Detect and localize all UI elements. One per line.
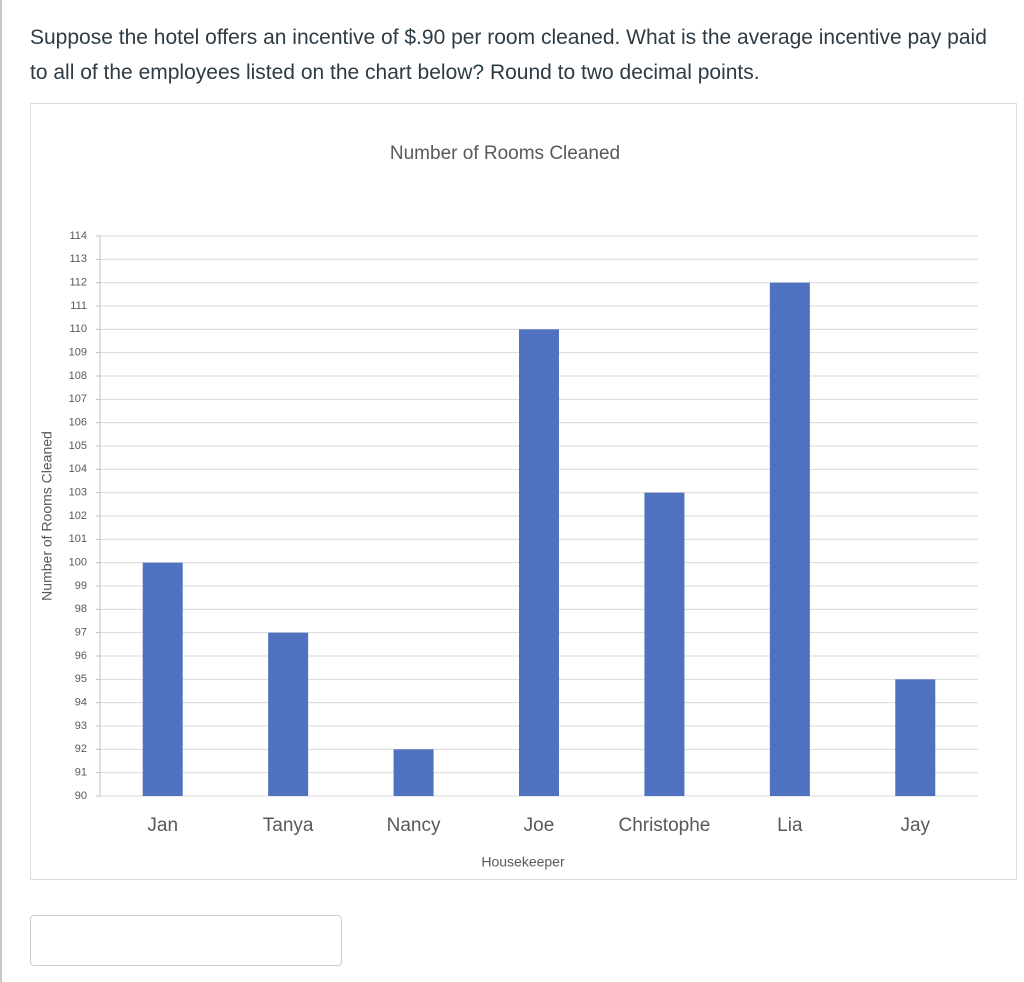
x-tick-label: Christophe	[618, 815, 710, 836]
x-tick-label: Jan	[147, 815, 178, 836]
x-tick-label: Nancy	[387, 815, 441, 836]
x-tick-label: Joe	[524, 815, 555, 836]
y-tick-label: 106	[69, 417, 87, 429]
y-tick-label: 90	[75, 790, 87, 802]
y-tick-label: 111	[70, 300, 87, 312]
x-axis-label: Housekeeper	[481, 854, 565, 870]
chart-container: Number of Rooms Cleaned Housekeeper Numb…	[30, 103, 1017, 880]
y-tick-label: 91	[75, 767, 87, 779]
chart-title: Number of Rooms Cleaned	[390, 143, 620, 164]
question-text: Suppose the hotel offers an incentive of…	[30, 26, 987, 84]
y-tick-label: 95	[75, 673, 87, 685]
y-tick-label: 110	[69, 323, 87, 335]
answer-input[interactable]	[30, 915, 342, 966]
y-tick-label: 93	[75, 720, 87, 732]
y-tick-label: 100	[69, 557, 87, 569]
chart: Number of Rooms Cleaned Housekeeper Numb…	[39, 143, 978, 870]
y-tick-label: 105	[69, 440, 87, 452]
y-tick-label: 98	[75, 603, 87, 615]
x-tick-label: Jay	[900, 815, 930, 836]
y-tick-label: 92	[75, 743, 87, 755]
x-tick-label: Tanya	[263, 815, 314, 836]
y-tick-label: 113	[69, 253, 87, 265]
y-tick-label: 101	[69, 533, 87, 545]
y-tick-label: 104	[69, 463, 87, 475]
y-axis-label: Number of Rooms Cleaned	[39, 431, 55, 601]
bar	[142, 562, 183, 796]
y-tick-label: 96	[75, 650, 87, 662]
bar	[268, 632, 309, 796]
y-tick-label: 102	[69, 510, 87, 522]
y-tick-label: 94	[75, 697, 87, 709]
y-tick-label: 103	[69, 487, 87, 499]
bar	[895, 679, 936, 796]
y-tick-label: 107	[69, 393, 87, 405]
y-tick-label: 108	[69, 370, 87, 382]
bar	[393, 749, 434, 796]
y-tick-label: 109	[69, 347, 87, 359]
y-tick-label: 114	[69, 230, 87, 242]
y-tick-label: 99	[75, 580, 87, 592]
bar	[769, 282, 810, 796]
y-tick-label: 97	[75, 627, 87, 639]
y-tick-label: 112	[69, 277, 87, 289]
bar	[644, 492, 685, 796]
x-tick-label: Lia	[777, 815, 803, 836]
bar	[519, 329, 559, 796]
